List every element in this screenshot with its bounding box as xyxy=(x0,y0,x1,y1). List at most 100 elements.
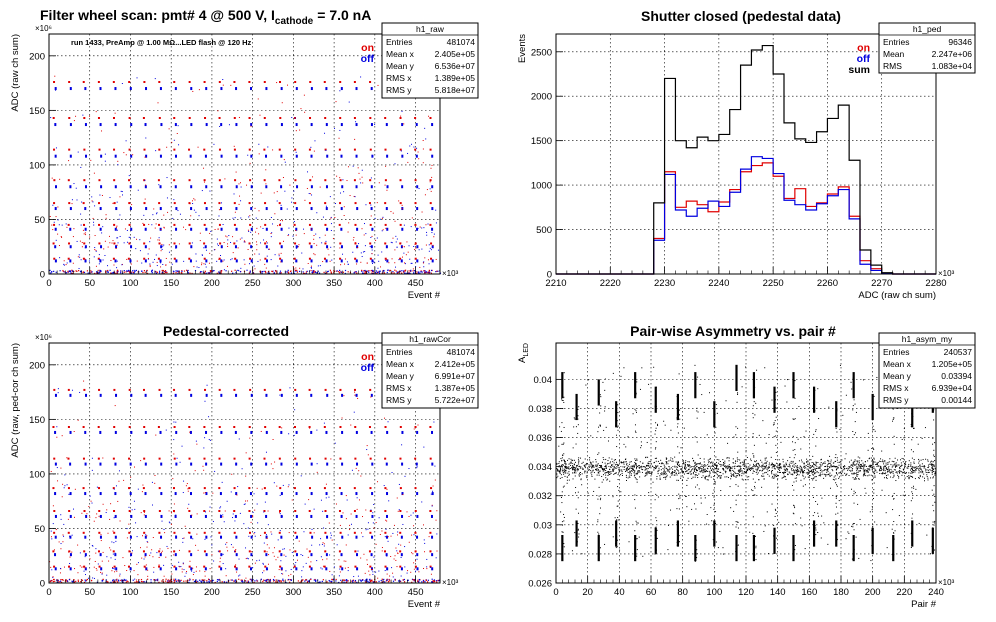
baseline-point xyxy=(340,271,342,273)
baseline-point xyxy=(417,579,419,581)
asym-point xyxy=(625,468,627,470)
baseline-point xyxy=(262,270,264,273)
asym-point xyxy=(629,471,631,473)
on-cluster-point xyxy=(233,531,236,534)
transition-point xyxy=(175,535,177,537)
asym-point xyxy=(612,470,614,472)
transition-point xyxy=(240,186,242,188)
transition-point xyxy=(55,89,57,91)
baseline-point xyxy=(394,579,396,581)
transition-point xyxy=(330,537,332,539)
asym-point xyxy=(785,469,787,471)
asym-point xyxy=(577,469,579,471)
asym-point xyxy=(704,477,706,479)
transition-point xyxy=(423,539,425,541)
asym-point xyxy=(581,473,583,475)
transition-point xyxy=(214,228,216,230)
transition-point xyxy=(285,570,287,572)
on-cluster-point xyxy=(218,510,221,512)
baseline-point xyxy=(302,271,304,273)
asym-point xyxy=(636,472,638,474)
transition-point xyxy=(79,552,81,554)
transition-point xyxy=(205,266,207,268)
asym-point xyxy=(644,475,646,477)
off-cluster-point xyxy=(356,227,359,231)
baseline-point xyxy=(354,579,357,582)
transition-point xyxy=(265,534,267,536)
asym-point xyxy=(797,466,799,468)
transition-point xyxy=(121,579,123,581)
transition-point xyxy=(404,566,406,568)
transition-point xyxy=(201,262,203,264)
transition-point xyxy=(260,534,262,536)
asym-point xyxy=(911,472,913,474)
transition-point xyxy=(348,101,350,103)
off-cluster-point xyxy=(144,535,147,539)
grid xyxy=(48,34,440,275)
transition-point xyxy=(89,495,91,497)
off-cluster-point xyxy=(310,567,313,571)
asym-point xyxy=(651,473,653,475)
asym-point xyxy=(932,477,934,479)
transition-point xyxy=(280,560,282,562)
baseline-point xyxy=(418,578,421,581)
asym-point xyxy=(582,461,584,463)
transition-point xyxy=(196,443,198,445)
legend-entry-on: on xyxy=(857,42,870,54)
baseline-point xyxy=(204,270,206,272)
off-cluster-point xyxy=(355,154,358,158)
asym-point xyxy=(838,477,840,479)
transition-point xyxy=(381,230,383,232)
off-cluster-point xyxy=(220,259,223,263)
baseline-point xyxy=(380,579,382,582)
on-cluster-point xyxy=(143,565,146,568)
transition-point xyxy=(234,551,236,553)
transition-point xyxy=(287,486,289,488)
transition-point xyxy=(332,237,334,239)
asym-point xyxy=(713,472,715,474)
stats-box-frame xyxy=(878,22,976,74)
asym-point xyxy=(811,465,813,467)
transition-point xyxy=(254,207,256,209)
asym-point xyxy=(813,468,815,470)
asym-point xyxy=(639,461,641,463)
baseline-point xyxy=(235,581,237,583)
on-cluster-point xyxy=(414,117,417,119)
transition-point xyxy=(412,512,414,514)
on-cluster-point xyxy=(323,565,326,568)
asym-point xyxy=(746,476,748,478)
off-cluster-point xyxy=(416,492,419,496)
asym-point xyxy=(724,470,726,472)
on-cluster-point xyxy=(82,223,85,226)
asym-point xyxy=(889,458,891,460)
transition-point xyxy=(258,210,260,212)
transition-point xyxy=(276,485,278,487)
off-cluster-point xyxy=(371,227,374,231)
asym-point xyxy=(859,467,861,469)
asym-point xyxy=(663,477,665,479)
asym-point xyxy=(774,468,776,470)
on-cluster-point xyxy=(52,117,55,119)
asym-point xyxy=(899,467,901,469)
off-cluster-point xyxy=(189,514,192,518)
transition-point xyxy=(83,380,85,382)
transition-point xyxy=(298,540,300,542)
baseline-point xyxy=(247,581,250,583)
asym-point xyxy=(862,465,864,467)
on-cluster-point xyxy=(143,223,146,226)
transition-point xyxy=(386,488,388,490)
asym-point xyxy=(605,469,607,471)
on-cluster-point xyxy=(339,117,342,119)
asym-point xyxy=(732,469,734,471)
transition-point xyxy=(145,567,147,569)
transition-point xyxy=(91,196,93,198)
transition-point xyxy=(102,551,104,553)
asym-point xyxy=(608,471,610,473)
asym-point xyxy=(724,476,726,478)
asym-point xyxy=(771,462,773,464)
asym-point xyxy=(833,479,835,481)
on-cluster-point xyxy=(53,257,56,260)
asym-point xyxy=(637,472,639,474)
transition-point xyxy=(143,558,145,560)
transition-point xyxy=(393,558,395,560)
